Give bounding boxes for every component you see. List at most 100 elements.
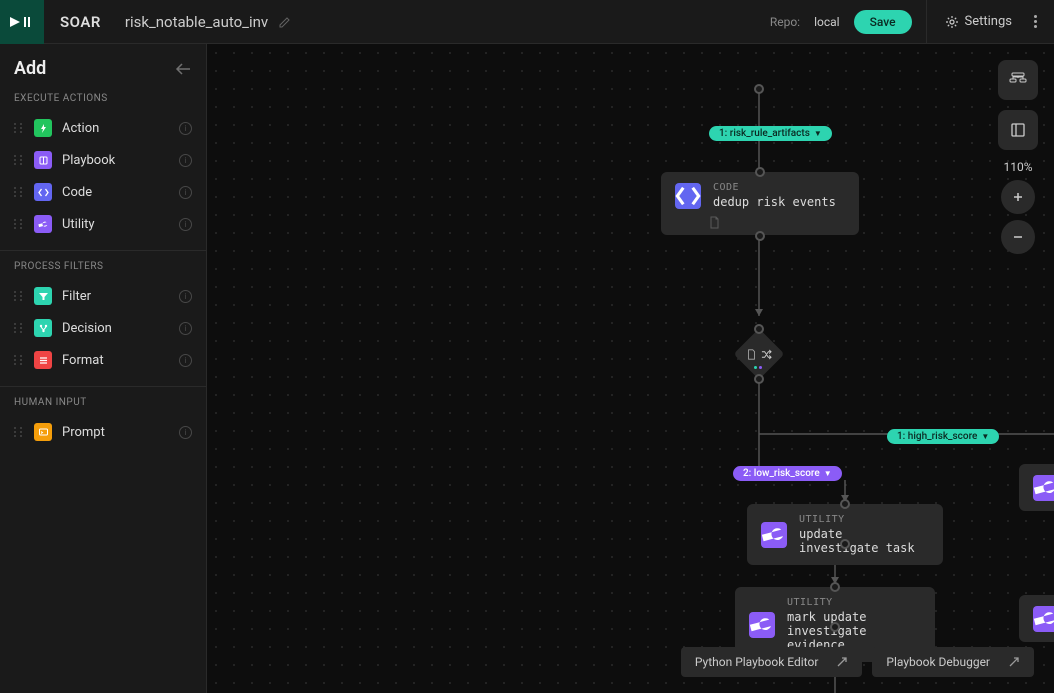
more-menu-icon[interactable] bbox=[1026, 15, 1044, 28]
wrench-icon bbox=[749, 612, 775, 638]
expand-icon bbox=[1008, 656, 1020, 668]
python-editor-label: Python Playbook Editor bbox=[695, 655, 819, 669]
top-bar: SOAR risk_notable_auto_inv Repo: local S… bbox=[0, 0, 1054, 44]
sidebar-item-utility[interactable]: Utility i bbox=[14, 208, 192, 240]
info-icon[interactable]: i bbox=[179, 186, 192, 199]
info-icon[interactable]: i bbox=[179, 122, 192, 135]
document-icon bbox=[746, 349, 757, 360]
pill-text: 1: risk_rule_artifacts bbox=[719, 128, 810, 139]
chevron-down-icon: ▼ bbox=[814, 129, 822, 138]
flow-node[interactable]: UTILITYclose investigate bbox=[1019, 595, 1054, 642]
edge-label-pill[interactable]: 1: high_risk_score▼ bbox=[887, 429, 999, 444]
brand-name: SOAR bbox=[44, 13, 117, 31]
save-button[interactable]: Save bbox=[854, 10, 912, 34]
sidebar-item-label: Decision bbox=[62, 321, 112, 336]
node-port[interactable] bbox=[830, 622, 840, 632]
node-port[interactable] bbox=[755, 231, 765, 241]
zoom-out-button[interactable] bbox=[1001, 220, 1035, 254]
debugger-label: Playbook Debugger bbox=[886, 655, 990, 669]
sidebar-item-code[interactable]: Code i bbox=[14, 176, 192, 208]
drag-handle-icon[interactable] bbox=[14, 427, 24, 437]
info-icon[interactable]: i bbox=[179, 354, 192, 367]
repo-label: Repo: bbox=[770, 15, 800, 29]
edge-label-pill[interactable]: 1: risk_rule_artifacts ▼ bbox=[709, 126, 832, 141]
sidebar-item-label: Format bbox=[62, 353, 104, 368]
drag-handle-icon[interactable] bbox=[14, 355, 24, 365]
drag-handle-icon[interactable] bbox=[14, 291, 24, 301]
prompt-icon bbox=[34, 423, 52, 441]
drag-handle-icon[interactable] bbox=[14, 123, 24, 133]
node-port[interactable] bbox=[754, 324, 764, 334]
chevron-down-icon: ▼ bbox=[824, 469, 832, 478]
info-icon[interactable]: i bbox=[179, 426, 192, 439]
node-name: mark update investigate evidence bbox=[787, 610, 921, 652]
node-text: UTILITY update investigate task bbox=[799, 514, 929, 555]
sidebar-item-action[interactable]: Actioni bbox=[14, 112, 192, 144]
sidebar-item-format[interactable]: Format i bbox=[14, 344, 192, 376]
wrench-icon bbox=[34, 215, 52, 233]
node-type: UTILITY bbox=[787, 597, 921, 608]
sidebar-item-playbook[interactable]: Playbook i bbox=[14, 144, 192, 176]
node-type: UTILITY bbox=[799, 514, 929, 525]
top-right-controls: Repo: local Save Settings bbox=[770, 0, 1054, 44]
node-type: CODE bbox=[713, 182, 836, 193]
document-icon bbox=[709, 216, 720, 229]
sidebar-item-label: Utility bbox=[62, 217, 95, 232]
settings-button[interactable]: Settings bbox=[926, 0, 1012, 44]
node-port[interactable] bbox=[830, 582, 840, 592]
node-port[interactable] bbox=[840, 539, 850, 549]
sidebar-item-label: Code bbox=[62, 185, 92, 200]
sidebar-section-heading: EXECUTE ACTIONS bbox=[14, 93, 192, 104]
branch-icon bbox=[34, 319, 52, 337]
edit-title-icon[interactable] bbox=[278, 15, 292, 29]
flow-node[interactable]: CODEdedup risk events bbox=[661, 172, 859, 235]
node-port[interactable] bbox=[840, 499, 850, 509]
decision-indicator-dots bbox=[754, 366, 762, 369]
edge-label-pill[interactable]: 2: low_risk_score▼ bbox=[733, 466, 842, 481]
zoom-in-button[interactable] bbox=[1001, 180, 1035, 214]
wrench-icon bbox=[1033, 475, 1054, 501]
fullscreen-button[interactable] bbox=[998, 110, 1038, 150]
flow-node[interactable]: UTILITY update investigate task bbox=[747, 504, 943, 565]
sidebar-item-label: Filter bbox=[62, 289, 91, 304]
drag-handle-icon[interactable] bbox=[14, 219, 24, 229]
wrench-icon bbox=[1033, 606, 1054, 632]
info-icon[interactable]: i bbox=[179, 322, 192, 335]
logo[interactable] bbox=[0, 0, 44, 44]
sidebar-title: Add bbox=[14, 58, 46, 79]
tidy-layout-button[interactable] bbox=[998, 60, 1038, 100]
gear-icon bbox=[945, 15, 959, 29]
expand-icon bbox=[836, 656, 848, 668]
collapse-sidebar-icon[interactable] bbox=[174, 62, 192, 76]
start-port[interactable] bbox=[754, 84, 764, 94]
drag-handle-icon[interactable] bbox=[14, 155, 24, 165]
sidebar-item-label: Prompt bbox=[62, 425, 105, 440]
filter-icon bbox=[34, 287, 52, 305]
sidebar-item-label: Playbook bbox=[62, 153, 115, 168]
sidebar-item-filter[interactable]: Filter i bbox=[14, 280, 192, 312]
node-port[interactable] bbox=[755, 167, 765, 177]
sidebar-item-decision[interactable]: Decision i bbox=[14, 312, 192, 344]
debugger-panel[interactable]: Playbook Debugger bbox=[872, 647, 1034, 677]
code-icon bbox=[675, 183, 701, 209]
repo-value: local bbox=[814, 15, 840, 29]
shuffle-icon bbox=[761, 349, 772, 360]
flow-node[interactable]: UTILITYclose preprocess bbox=[1019, 464, 1054, 511]
node-port[interactable] bbox=[754, 374, 764, 384]
sidebar-section-heading: PROCESS FILTERS bbox=[14, 261, 192, 272]
code-icon bbox=[34, 183, 52, 201]
drag-handle-icon[interactable] bbox=[14, 187, 24, 197]
playbook-title: risk_notable_auto_inv bbox=[125, 13, 268, 31]
canvas[interactable]: 1: risk_rule_artifacts ▼ 1: high_risk_scor… bbox=[207, 44, 1054, 693]
decision-node[interactable] bbox=[734, 329, 785, 380]
sidebar-item-prompt[interactable]: Prompt i bbox=[14, 416, 192, 448]
info-icon[interactable]: i bbox=[179, 154, 192, 167]
bottom-panels: Python Playbook Editor Playbook Debugger bbox=[681, 647, 1034, 677]
info-icon[interactable]: i bbox=[179, 290, 192, 303]
python-editor-panel[interactable]: Python Playbook Editor bbox=[681, 647, 863, 677]
info-icon[interactable]: i bbox=[179, 218, 192, 231]
node-name: update investigate task bbox=[799, 527, 929, 555]
bolt-icon bbox=[34, 119, 52, 137]
canvas-tools: 110% bbox=[998, 60, 1038, 254]
drag-handle-icon[interactable] bbox=[14, 323, 24, 333]
